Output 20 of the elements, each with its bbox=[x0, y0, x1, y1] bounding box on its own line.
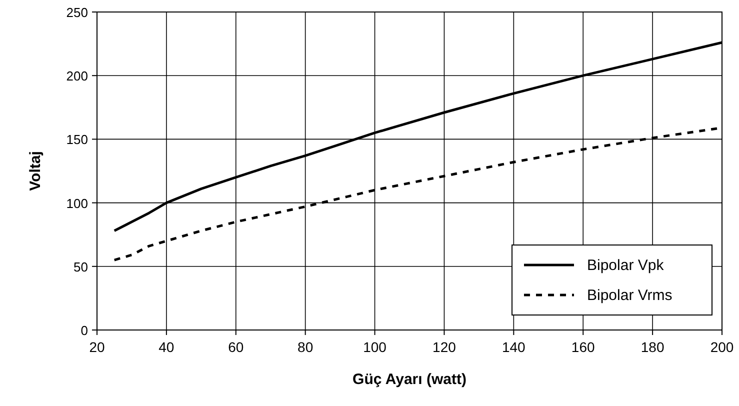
x-axis-title: Güç Ayarı (watt) bbox=[352, 371, 466, 388]
x-tick-label: 120 bbox=[432, 339, 456, 355]
x-tick-label: 180 bbox=[640, 339, 664, 355]
x-tick-label: 40 bbox=[158, 339, 174, 355]
x-tick-label: 100 bbox=[363, 339, 387, 355]
y-tick-label: 50 bbox=[74, 259, 88, 274]
x-tick-label: 200 bbox=[710, 339, 734, 355]
y-tick-label: 0 bbox=[80, 323, 88, 338]
x-tick-label: 160 bbox=[571, 339, 596, 355]
legend-label: Bipolar Vrms bbox=[587, 287, 672, 304]
x-tick-label: 80 bbox=[298, 339, 314, 355]
x-tick-label: 140 bbox=[502, 339, 526, 355]
y-axis-title: Voltaj bbox=[27, 151, 44, 191]
y-tick-label: 150 bbox=[66, 132, 88, 148]
y-tick-label: 200 bbox=[66, 68, 88, 84]
x-tick-label: 20 bbox=[89, 339, 105, 355]
x-tick-label: 60 bbox=[228, 339, 244, 355]
y-tick-label: 250 bbox=[66, 5, 88, 20]
legend-label: Bipolar Vpk bbox=[587, 257, 664, 274]
y-tick-label: 100 bbox=[66, 196, 88, 211]
